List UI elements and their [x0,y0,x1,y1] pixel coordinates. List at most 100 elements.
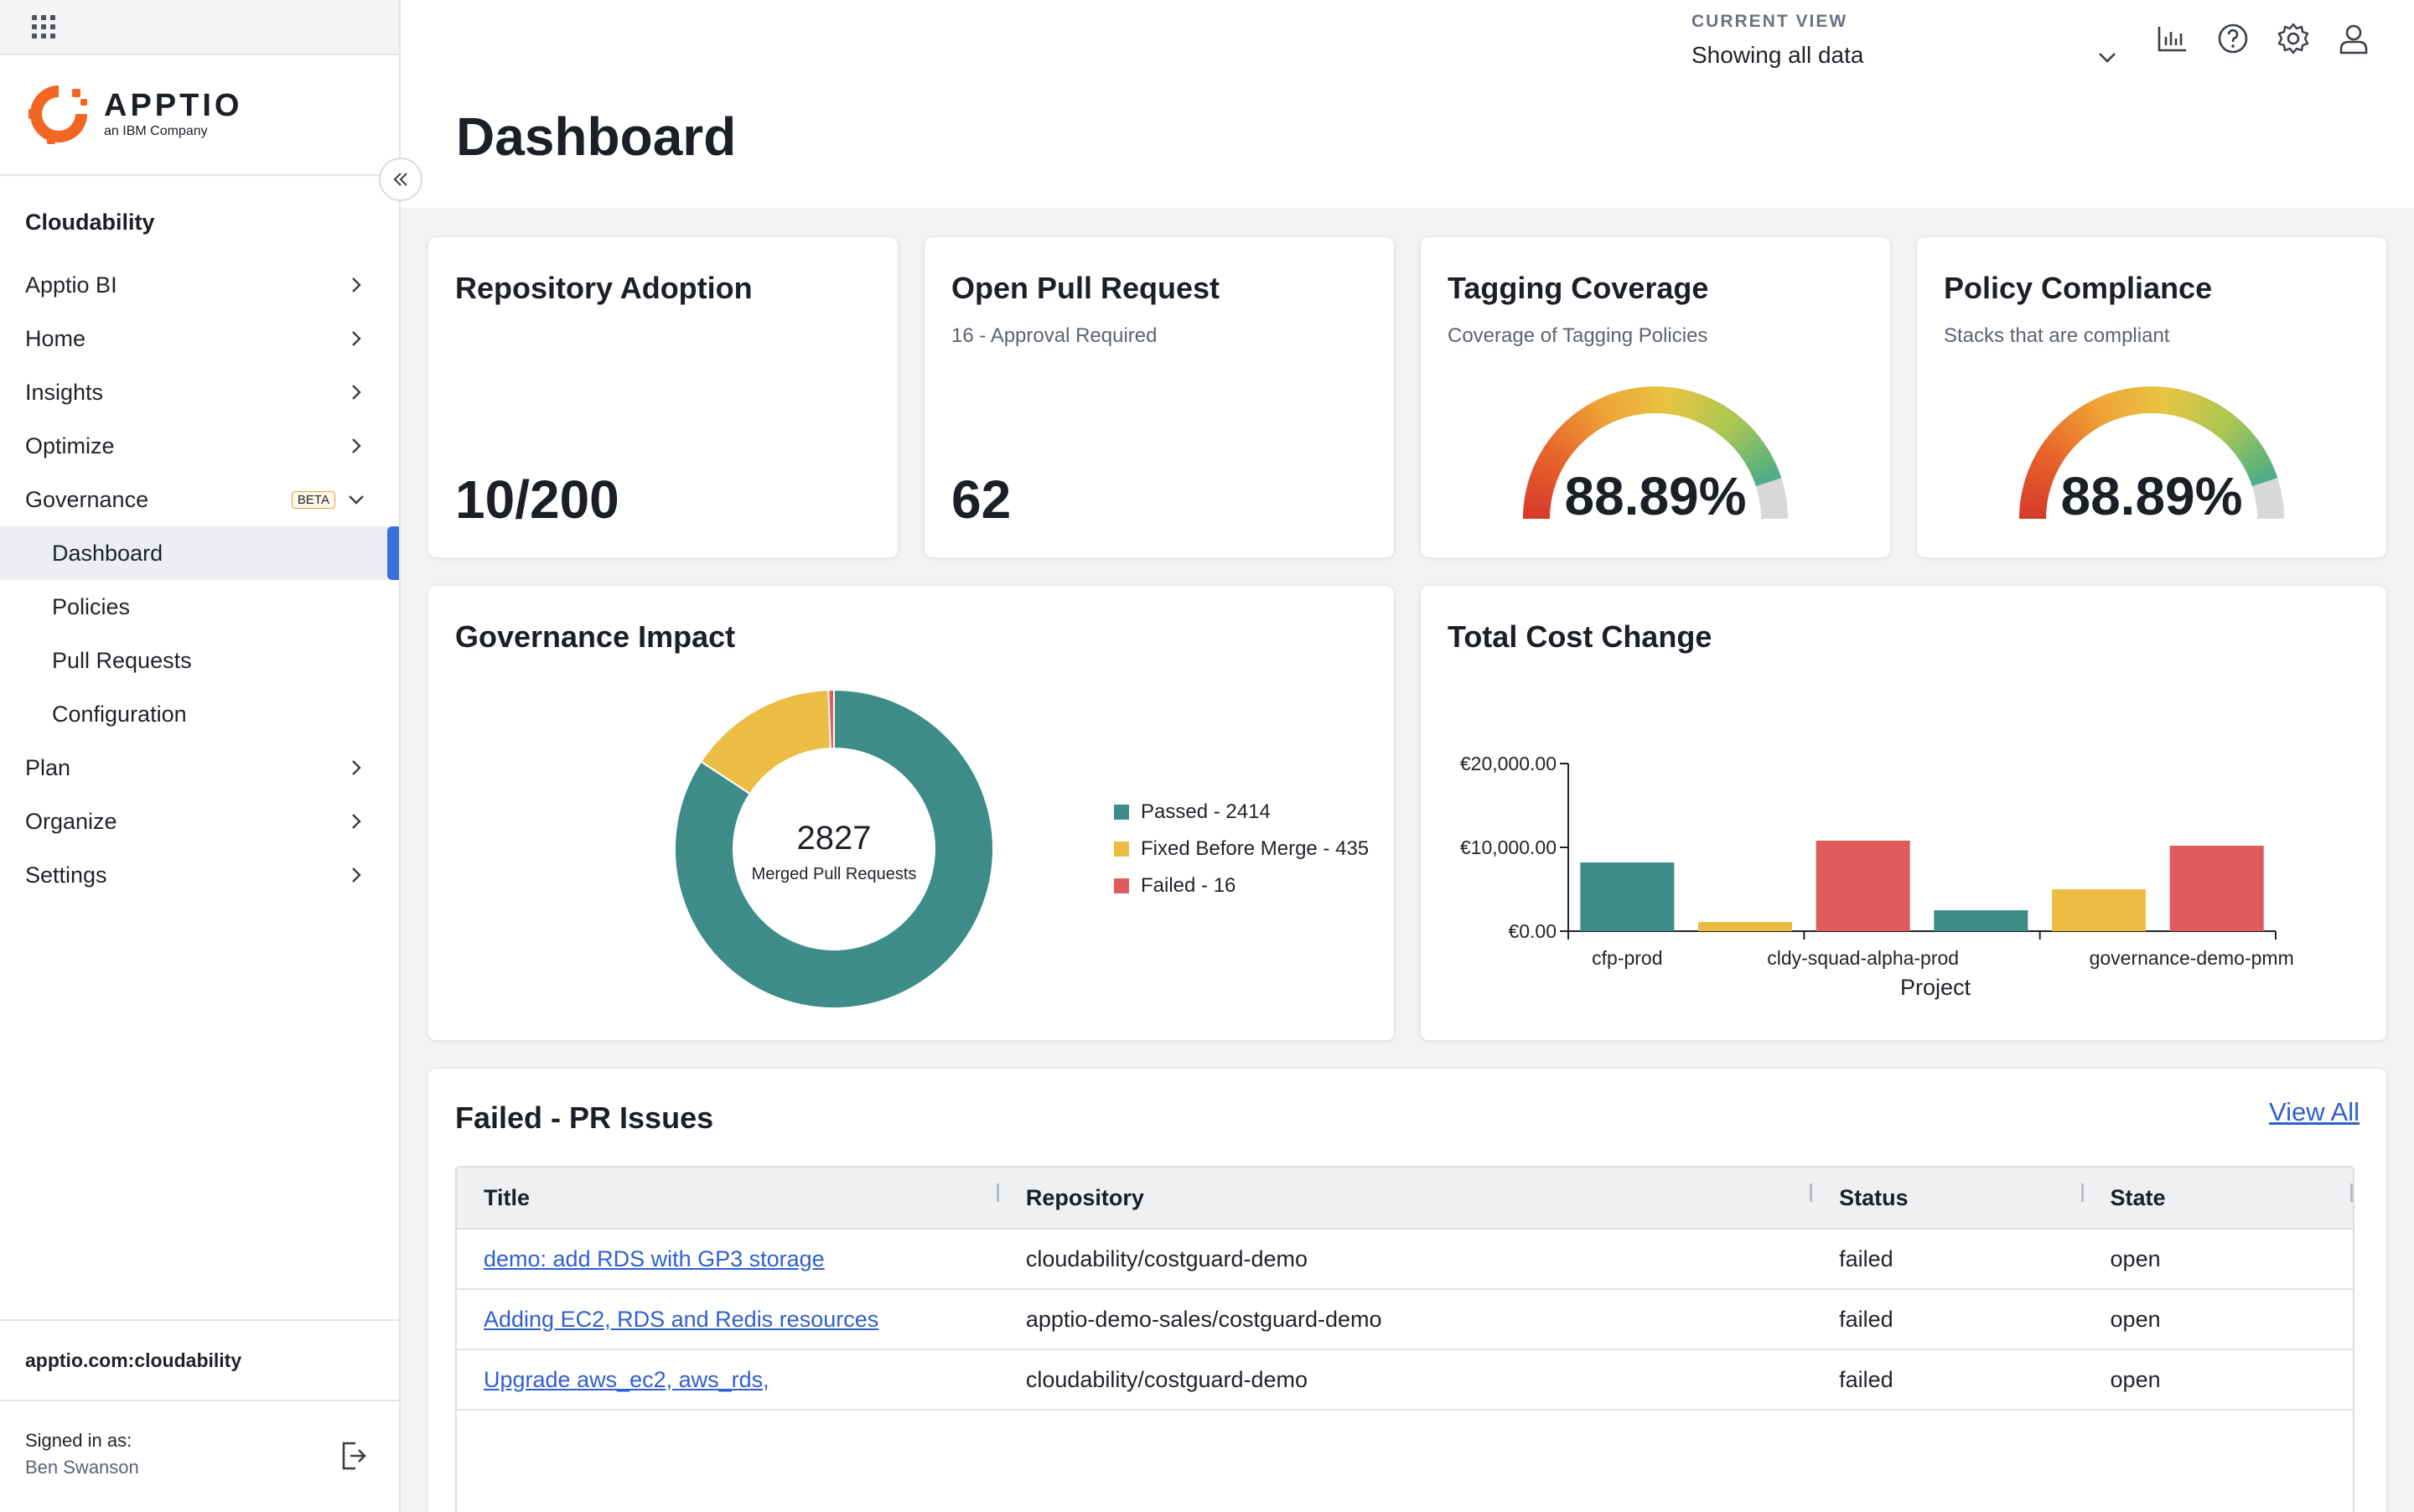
pr-title-link[interactable]: demo: add RDS with GP3 storage [484,1245,825,1271]
gauge-filled-segment [2049,430,2074,452]
gauge-filled-segment [2232,433,2256,454]
current-view-label: CURRENT VIEW [1691,12,1848,31]
column-header-state[interactable]: State [2084,1183,2353,1211]
gauge-filled-segment [1548,437,1572,457]
gauge-filled-segment [2070,412,2090,436]
gauge-filled-segment [1551,433,1575,454]
gauge-filled-segment [1585,404,1603,430]
card-title: Open Pull Request [951,271,1220,305]
total-cost-change-card: Total Cost Change €0.00 €10,000.00 €20,000… [1420,585,2387,1041]
sidebar-item-plan[interactable]: Plan [0,741,399,795]
sidebar-subitem-configuration[interactable]: Configuration [0,687,399,741]
legend-label: Passed - 2414 [1141,800,1271,823]
legend-item[interactable]: Fixed Before Merge - 435 [1114,831,1369,867]
column-header-repository[interactable]: Repository [999,1183,1813,1211]
card-title: Tagging Coverage [1448,271,1709,305]
pr-state: open [2110,1366,2161,1392]
column-header-title[interactable]: Title [457,1183,999,1211]
x-axis-label: Project [1900,975,1971,1000]
gauge-filled-segment [1702,399,1718,426]
apptio-logo[interactable]: APPTIO an IBM Company [25,80,242,148]
gauge-filled-segment [2106,392,2120,420]
sign-out-icon[interactable] [339,1440,367,1472]
gauge-filled-segment [1597,397,1614,424]
gauge-filled-segment [1570,414,1591,438]
gear-icon[interactable] [2277,22,2310,55]
bar-4[interactable] [2052,889,2146,931]
gauge-filled-segment [1738,437,1763,458]
gauge-filled-segment [1722,417,1744,441]
gauge-filled-segment [2097,396,2113,422]
card-subtitle: 16 - Approval Required [951,324,1158,347]
collapse-sidebar-button[interactable] [379,158,422,201]
main-content: CURRENT VIEW Showing all data Dashboard … [401,0,2414,1512]
sidebar-item-settings[interactable]: Settings [0,848,399,902]
repository-adoption-value: 10/200 [455,469,619,530]
donut-slice-0[interactable] [674,688,994,1009]
signed-in-label: Signed in as: [25,1430,132,1451]
gauge-filled-segment [1684,391,1697,419]
page-title: Dashboard [456,106,737,167]
sidebar-item-governance[interactable]: Governance BETA [0,473,399,526]
bar-0[interactable] [1580,862,1675,931]
gauge-filled-segment [1728,423,1751,446]
legend-item[interactable]: Failed - 16 [1114,867,1369,904]
gauge-filled-segment [1573,412,1594,436]
sidebar-subitem-policies[interactable]: Policies [0,580,399,634]
bar-5[interactable] [2169,846,2264,931]
gauge-filled-segment [2207,406,2226,432]
sidebar-item-label: Settings [25,862,107,888]
gauge-filled-segment [2183,392,2198,420]
bar-3[interactable] [1934,910,2028,931]
pr-title-link[interactable]: Adding EC2, RDS and Redis resources [484,1306,879,1332]
gauge-filled-segment [2235,437,2259,458]
pr-title-link[interactable]: Upgrade aws_ec2, aws_rds, [484,1366,769,1392]
chevron-down-icon[interactable] [2095,45,2119,69]
card-title: Total Cost Change [1448,619,1712,654]
bar-1[interactable] [1698,922,1792,931]
sidebar-item-insights[interactable]: Insights [0,365,399,419]
app-switcher-icon[interactable] [32,15,55,39]
legend-label: Fixed Before Merge - 435 [1141,837,1370,860]
sidebar-item-apptio-bi[interactable]: Apptio BI [0,258,399,312]
bar-2[interactable] [1816,841,1910,931]
legend-item[interactable]: Passed - 2414 [1114,794,1369,831]
donut-slice-2[interactable] [827,688,835,750]
gauge-filled-segment [2034,452,2061,469]
x-tick-label: cfp-prod [1592,947,1662,969]
gauge-filled-segment [2180,391,2194,419]
brand-tagline: an IBM Company [104,124,208,138]
governance-impact-legend: Passed - 2414 Fixed Before Merge - 435 F… [1114,794,1369,904]
governance-impact-donut: 2827 Merged Pull Requests [674,688,994,1009]
help-icon[interactable] [2216,22,2250,55]
column-header-status[interactable]: Status [1812,1183,2084,1211]
legend-label: Failed - 16 [1141,874,1236,897]
sidebar-item-home[interactable]: Home [0,312,399,365]
gauge-filled-segment [1733,430,1758,452]
gauge-filled-segment [1581,406,1600,432]
chevron-right-icon [352,277,361,293]
sidebar-item-label: Optimize [25,432,115,458]
pr-repository: cloudability/costguard-demo [1025,1245,1308,1271]
gauge-filled-segment [1619,390,1630,417]
failed-pr-table: Title Repository Status State demo: add … [455,1166,2354,1512]
sidebar-subitem-dashboard[interactable]: Dashboard [0,526,399,580]
sidebar-item-optimize[interactable]: Optimize [0,419,399,473]
sidebar-item-organize[interactable]: Organize [0,795,399,848]
table-row: demo: add RDS with GP3 storage cloudabil… [457,1230,2353,1290]
gauge-filled-segment [2044,437,2069,457]
chevron-right-icon [352,331,361,346]
gauge-filled-segment [2053,427,2076,448]
tagging-coverage-value: 88.89% [1564,466,1747,526]
view-all-link[interactable]: View All [2269,1097,2360,1126]
current-view-select[interactable]: Showing all data [1691,42,1864,68]
table-row: Adding EC2, RDS and Redis resources appt… [457,1290,2353,1350]
gauge-filled-segment [2243,453,2269,470]
user-icon[interactable] [2337,22,2370,55]
sidebar-subitem-pull-requests[interactable]: Pull Requests [0,634,399,687]
pr-status: failed [1839,1366,1893,1392]
gauge-filled-segment [1698,397,1714,424]
donut-center-value: 2827 [797,820,872,857]
bar-chart-icon[interactable] [2156,22,2189,55]
gauge-filled-segment [2037,448,2063,467]
